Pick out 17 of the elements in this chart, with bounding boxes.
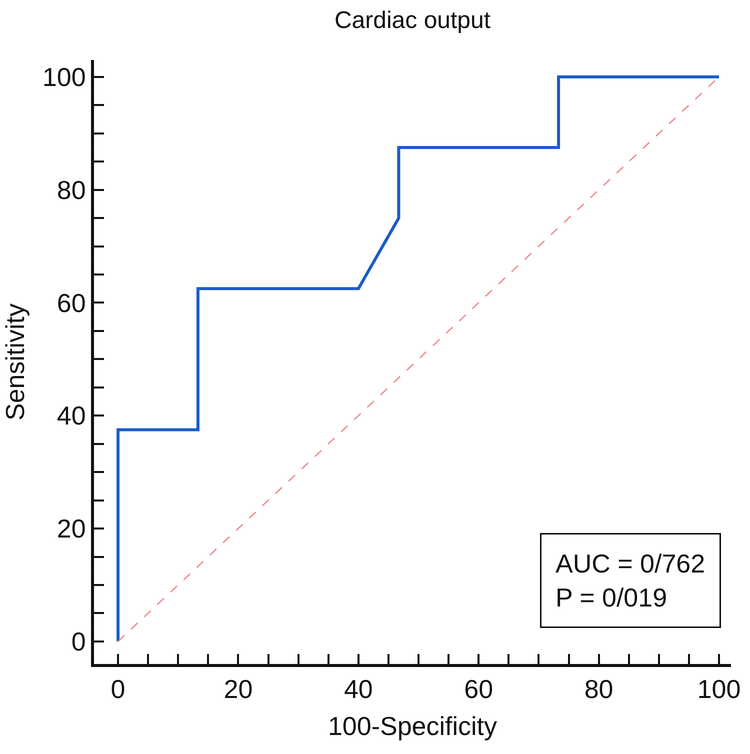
x-tick-label: 100	[697, 674, 741, 704]
x-tick-label: 0	[110, 674, 126, 704]
x-axis-title: 100-Specificity	[328, 710, 498, 741]
y-tick-label: 20	[56, 514, 86, 544]
y-tick-label: 80	[56, 174, 86, 205]
x-tick-label: 20	[224, 674, 253, 704]
y-tick-label: 100	[42, 62, 86, 92]
y-tick-label: 60	[56, 288, 86, 318]
chart-title: Cardiac output	[334, 7, 491, 34]
y-tick-label: 40	[56, 400, 86, 431]
annotation: AUC = 0/762	[556, 548, 706, 578]
x-tick-label: 80	[584, 674, 614, 704]
x-tick-label: 60	[464, 674, 494, 704]
annotation: P = 0/019	[556, 582, 668, 612]
x-tick-label: 40	[344, 674, 373, 704]
y-axis-title: Sensitivity	[0, 303, 30, 421]
y-tick-label: 0	[71, 626, 86, 657]
